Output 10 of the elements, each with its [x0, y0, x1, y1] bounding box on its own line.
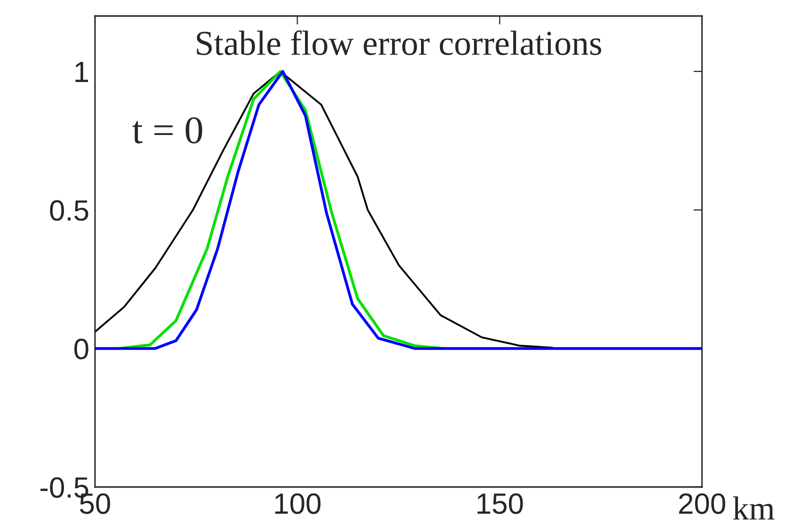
line-series: [95, 70, 702, 350]
y-tick-label: 0: [74, 338, 88, 360]
x-tick-label: 100: [275, 493, 321, 514]
x-tick-label: 150: [478, 493, 523, 514]
y-tick-label: 0.5: [50, 200, 88, 221]
y-tick-label: 1: [75, 62, 88, 82]
annotation: t = 0: [132, 117, 202, 144]
x-tick-label: 200: [679, 493, 726, 514]
chart-title: Stable flow error correlations: [196, 30, 602, 56]
x-axis-title: km: [732, 496, 774, 520]
